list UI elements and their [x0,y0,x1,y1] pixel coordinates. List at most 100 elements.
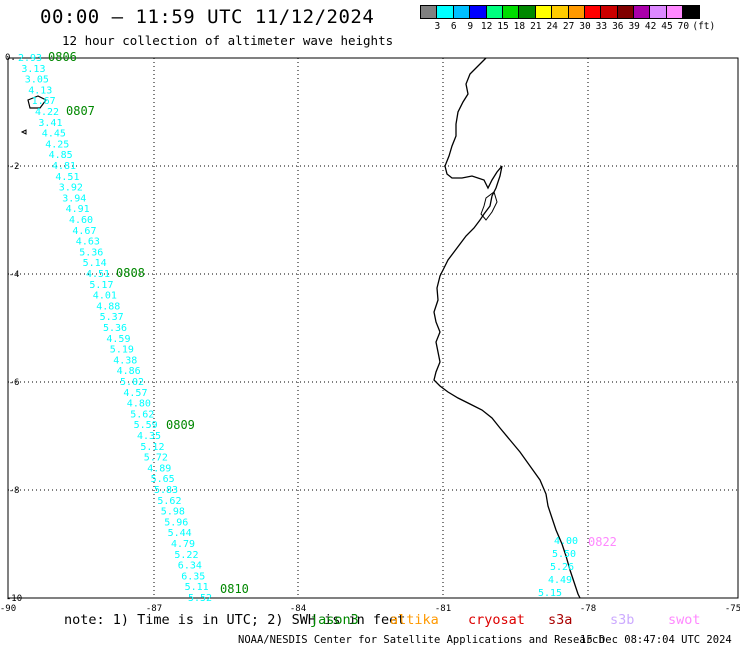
lon-tick-label: -78 [580,604,596,614]
track1-height: 5.02 [120,377,144,388]
legend-s3b: s3b [610,612,635,628]
track1-height: 4.81 [52,161,76,172]
track1-height: 5.62 [130,409,154,420]
track1-height: 4.57 [123,388,147,399]
colorbar-label: 18 [513,21,526,32]
track1-height: 5.19 [110,345,134,356]
lon-tick-label: -75 [725,604,740,614]
track1-height: 3.92 [59,183,83,194]
timestamp: 15 Dec 08:47:04 UTC 2024 [580,634,732,646]
page-subtitle: 12 hour collection of altimeter wave hei… [62,33,394,48]
track1-height: 5.96 [164,517,188,528]
track1-height: 4.51 [55,172,79,183]
track1-height: 4.79 [171,539,195,550]
legend-s3a: s3a [548,612,573,628]
colorbar-label: 3 [434,21,441,32]
track1-height: 5.37 [100,312,124,323]
colorbar-label: 12 [480,21,493,32]
track1-time: 0807 [66,104,95,118]
track1-height: 4.13 [28,85,52,96]
lon-tick-label: -81 [435,604,451,614]
colorbar-label: 33 [595,21,608,32]
track1-height: 4.63 [76,237,100,248]
track1-height: 5.36 [103,323,127,334]
track1-height: 5.83 [154,485,178,496]
track1-height: 4.89 [147,463,171,474]
track2-height: 5.26 [550,562,574,573]
track1-time: 0808 [116,266,145,280]
track1-time: 0810 [220,582,249,596]
track1-height: 1.67 [32,96,56,107]
track1-height: 5.44 [168,528,192,539]
legend-cryosat: cryosat [468,612,525,628]
track1-height: 3.94 [62,193,86,204]
lon-tick-label: -84 [290,604,306,614]
colorbar-label: 27 [562,21,575,32]
credit-text: NOAA/NESDIS Center for Satellite Applica… [238,634,605,646]
lat-tick-label: -4 [9,270,20,280]
track1-height: 4.51 [86,269,110,280]
track1-height: 4.80 [127,399,151,410]
track1-height: 4.45 [42,129,66,140]
track1-height: 4.22 [35,107,59,118]
track1-height: 5.62 [157,496,181,507]
legend-swot: swot [668,612,701,628]
track1-height: 4.35 [137,431,161,442]
track1-height: 5.22 [174,550,198,561]
track1-height: 4.60 [69,215,93,226]
colorbar-label: 9 [467,21,474,32]
colorbar-label: 39 [628,21,640,32]
note-text: note: 1) Time is in UTC; 2) SWH is in fe… [64,612,406,628]
track1-height: 5.72 [144,453,168,464]
track1-height: 5.36 [79,247,103,258]
track1-height: 3.05 [25,75,49,86]
lat-tick-label: -6 [9,378,20,388]
colorbar-label: 21 [530,21,542,32]
colorbar [420,5,700,19]
colorbar-label: 15 [497,21,509,32]
colorbar-label: 42 [644,21,657,32]
track1-height: 4.91 [66,204,90,215]
track2-height: 5.15 [538,588,562,599]
lon-tick-label: -87 [146,604,162,614]
track1-height: 6.34 [178,561,202,572]
track2-height: 4.00 [554,536,578,547]
colorbar-swatch [682,5,700,19]
track2-height: 5.50 [552,549,576,560]
track1-height: 4.88 [96,301,120,312]
coastline [433,57,581,599]
colorbar-label: 24 [546,21,558,32]
track1-height: 2.93 [18,53,42,64]
track1-height: 5.12 [140,442,164,453]
track1-height: 5.98 [161,507,185,518]
track1-height: 5.59 [134,420,158,431]
track2-time: 0822 [588,535,617,549]
track1-height: 3.41 [38,118,62,129]
gulf-island [480,191,498,221]
colorbar-labels: 3 6 9 12 15 18 21 24 27 30 33 36 39 42 45 70 (ft) [421,21,740,33]
colorbar-label: 70 [677,21,690,32]
page-title: 00:00 — 11:59 UTC 11/12/2024 [40,6,375,28]
track1-height: 5.52 [188,593,212,604]
track1-height: 5.11 [185,582,209,593]
lat-tick-label: -10 [6,594,22,604]
track1-height: 4.67 [72,226,96,237]
track1-height: 3.13 [21,64,45,75]
track1-height: 4.59 [106,334,130,345]
track2-height: 4.49 [548,575,572,586]
track1-height: 5.14 [83,258,107,269]
track1-time: 0806 [48,50,77,64]
lat-tick-label: -8 [9,486,20,496]
corner-label: 0. [5,53,16,63]
track1-height: 5.65 [151,474,175,485]
colorbar-unit: (ft) [692,21,716,32]
track1-height: 5.17 [89,280,113,291]
track1-height: 4.25 [45,139,69,150]
track1-height: 4.01 [93,291,117,302]
colorbar-label: 6 [450,21,457,32]
colorbar-label: 45 [661,21,673,32]
track1-height: 4.85 [49,150,73,161]
galapagos-islet [20,129,27,135]
lat-tick-label: -2 [9,162,20,172]
